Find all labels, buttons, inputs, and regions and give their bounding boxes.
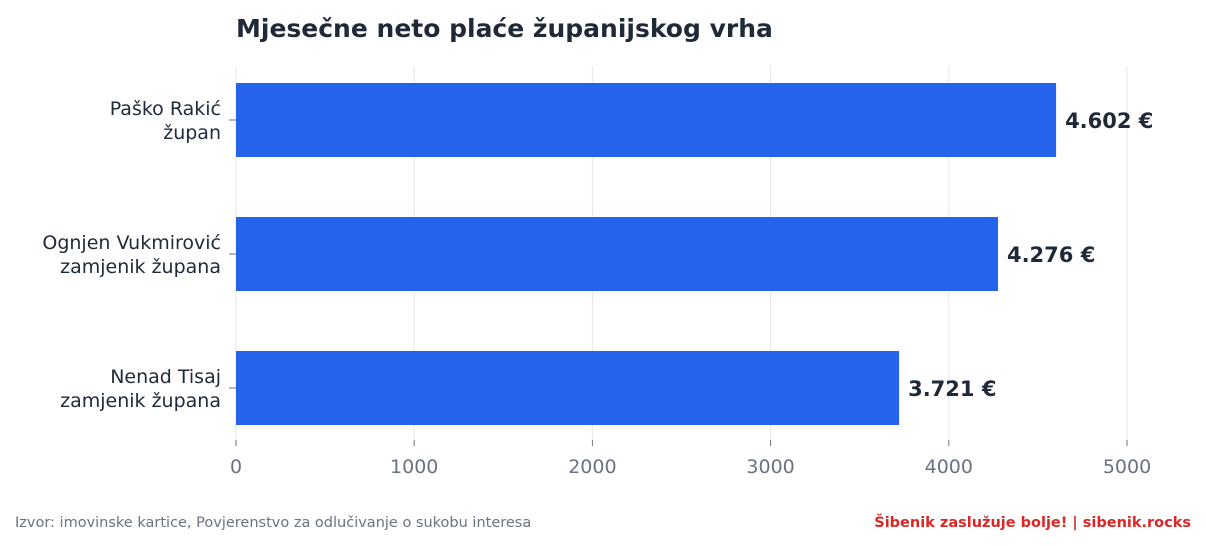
bar-value-label: 4.276 € [1007, 243, 1095, 267]
category-label: Paško Rakić [110, 98, 221, 120]
category-label: zamjenik župana [60, 256, 221, 278]
footer-source: Izvor: imovinske kartice, Povjerenstvo z… [15, 515, 531, 531]
bar [236, 351, 900, 425]
x-tick-label: 2000 [568, 456, 616, 478]
bar-value-label: 4.602 € [1065, 109, 1153, 133]
bar-value-label: 3.721 € [908, 377, 996, 401]
x-tick-label: 1000 [390, 456, 438, 478]
bar [236, 217, 998, 291]
category-label: Ognjen Vukmirović [42, 232, 221, 254]
category-label: župan [163, 122, 221, 144]
chart-title: Mjesečne neto plaće županijskog vrha [236, 14, 773, 43]
category-label: Nenad Tisaj [110, 366, 221, 388]
footer-brand: Šibenik zaslužuje bolje! | sibenik.rocks [874, 513, 1191, 531]
bar [236, 83, 1057, 157]
x-tick-label: 5000 [1103, 456, 1151, 478]
bars: 4.602 € 4.276 € 3.721 € [236, 83, 1153, 425]
category-label: zamjenik župana [60, 390, 221, 412]
x-tick-label: 3000 [746, 456, 794, 478]
x-tick-label: 4000 [925, 456, 973, 478]
x-tick-label: 0 [230, 456, 242, 478]
